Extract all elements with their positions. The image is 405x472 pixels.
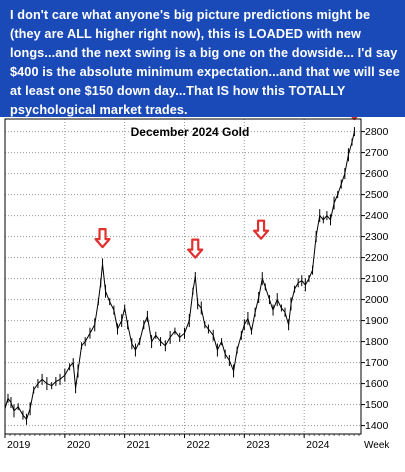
x-axis-ticks: 2019 2020 2021 2022 2023 2024: [4, 434, 360, 451]
gold-price-chart: December 2024 Gold 140015001600170018001…: [0, 117, 405, 472]
y-tick-label: 2500: [365, 189, 389, 201]
x-tick-label: 2020: [67, 439, 91, 451]
y-tick-label: 2600: [365, 168, 389, 180]
y-tick-label: 2300: [365, 231, 389, 243]
x-tick-label: 2022: [186, 439, 210, 451]
y-tick-label: 2000: [365, 294, 389, 306]
y-tick-label: 1400: [365, 420, 389, 432]
down-arrow-annotation: [94, 228, 111, 249]
x-tick-label: 2024: [306, 439, 330, 451]
x-tick-label: 2019: [7, 439, 31, 451]
y-tick-label: 2400: [365, 210, 389, 222]
x-tick-label: 2023: [246, 439, 270, 451]
y-tick-label: 1800: [365, 336, 389, 348]
down-arrow-annotation: [187, 238, 204, 259]
x-axis-label: Week: [364, 440, 390, 451]
down-arrow-annotation: [351, 117, 358, 121]
y-tick-label: 2200: [365, 252, 389, 264]
y-tick-label: 2800: [365, 126, 389, 138]
y-tick-label: 1700: [365, 357, 389, 369]
down-arrow-annotation: [252, 219, 270, 240]
y-tick-label: 1500: [365, 399, 389, 411]
grid: [4, 119, 361, 434]
x-tick-label: 2021: [127, 439, 151, 451]
commentary-banner: I don't care what anyone's big picture p…: [0, 0, 405, 117]
commentary-text: I don't care what anyone's big picture p…: [10, 8, 400, 117]
y-tick-label: 2100: [365, 273, 389, 285]
price-series-line: [4, 131, 355, 420]
y-axis-ticks: 1400 1500 1600 1700 1800 1900 2000 2100 2200 2300…: [361, 126, 389, 432]
y-tick-label: 1900: [365, 315, 389, 327]
annotation-arrows: [94, 117, 358, 259]
chart-title: December 2024 Gold: [131, 125, 250, 139]
price-line: [4, 127, 355, 425]
y-tick-label: 2700: [365, 147, 389, 159]
y-tick-label: 1600: [365, 378, 389, 390]
